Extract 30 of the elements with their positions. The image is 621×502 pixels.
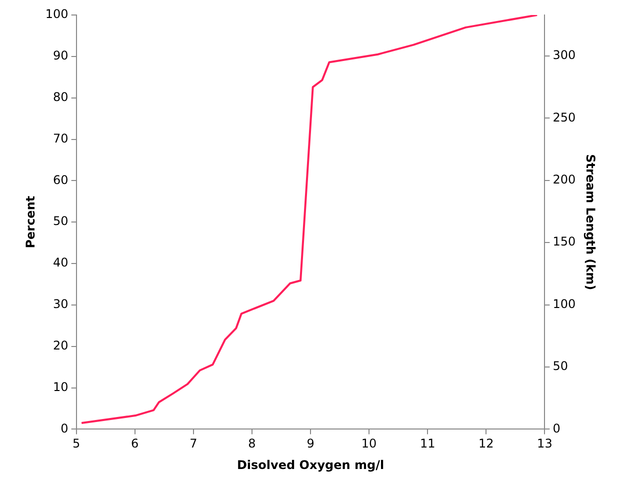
x-tick-label: 11	[420, 436, 436, 451]
x-tick-label: 13	[537, 436, 552, 451]
x-tick-label: 8	[248, 436, 256, 451]
x-tick-label: 6	[131, 436, 139, 451]
y-tick-label: 60	[53, 172, 68, 187]
y2-tick-label: 100	[552, 296, 576, 311]
y2-tick-label: 300	[552, 48, 576, 62]
x-tick-label: 10	[361, 436, 377, 451]
y-tick-label: 70	[53, 131, 68, 146]
y2-tick-label: 0	[552, 421, 560, 436]
y-tick-label: 0	[60, 421, 68, 436]
y-tick-label: 10	[53, 380, 68, 394]
y2-tick-label: 250	[552, 110, 576, 124]
x-axis-title: Disolved Oxygen mg/l	[236, 458, 384, 472]
x-tick-label: 9	[306, 436, 314, 451]
y-tick-label: 90	[53, 48, 68, 63]
x-tick-label: 5	[72, 436, 80, 451]
y-tick-label: 30	[53, 297, 68, 312]
y2-tick-label: 50	[552, 359, 568, 374]
y2-tick-label: 200	[552, 172, 576, 187]
y-tick-label: 80	[53, 90, 68, 104]
y-tick-label: 20	[53, 338, 68, 352]
y-tick-label: 50	[53, 214, 68, 228]
x-tick-label: 12	[478, 436, 494, 451]
y2-tick-label: 150	[552, 234, 576, 249]
y2-axis-title: Stream Length (km)	[584, 154, 598, 290]
y-tick-label: 100	[45, 7, 68, 22]
y-tick-label: 40	[53, 256, 68, 270]
y-axis-title: Percent	[23, 196, 38, 248]
x-tick-label: 7	[190, 436, 198, 451]
